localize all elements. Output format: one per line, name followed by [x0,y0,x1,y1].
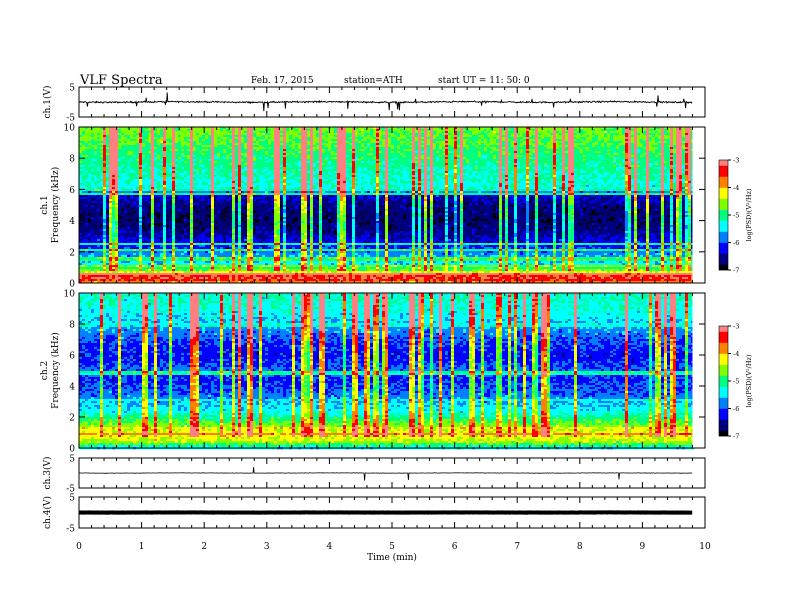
colorbar-tick-label: -6 [733,405,739,413]
colorbar-tick-label: -6 [733,239,739,247]
colorbar-tick-label: -5 [733,212,739,220]
colorbar-tick-label: -7 [733,433,739,441]
y-tick-label: 0 [69,445,75,455]
colorbar-tick-label: -4 [733,184,739,192]
x-tick-label: 7 [514,542,520,552]
ch1-spectrogram-panel: 0 2 4 6 8 10 ch.1 Frequency (kHz) [40,124,705,290]
ch3-waveform-panel: 5-5ch.3(V) [42,455,705,495]
ch2-spectrogram-panel: 0 2 4 6 8 10 ch.2 Frequency (kHz) [40,290,705,455]
y-tick-label: 10 [64,124,76,134]
y-axis-label: ch.3(V) [42,457,53,490]
y-tick-label: 8 [69,321,75,331]
ch4-waveform-panel: 5 -5 ch.4(V) [42,494,705,535]
colorbar-tick-label: -7 [733,267,739,275]
x-tick-label: 1 [139,542,145,552]
x-tick-label: 5 [389,542,395,552]
x-tick-label: 2 [201,542,207,552]
colorbar-tick-label: -5 [733,378,739,386]
colorbar-label: log(PSD)(V²/Hz) [745,354,753,407]
x-tick-label: 3 [264,542,270,552]
ch1-colorbar: -3 -4 -5 -6 -7 log(PSD)(V²/Hz) [719,157,753,275]
y-axis-label: ch.1 [40,195,50,214]
colorbar-label: log(PSD)(V²/Hz) [745,188,753,241]
y-tick-label: 2 [69,248,75,258]
ch3-waveform-trace [79,467,692,481]
colorbar-tick-label: -3 [733,323,739,331]
y-tick-label: -5 [66,114,75,124]
y-tick-label: 5 [69,84,75,94]
x-tick-label: 4 [327,542,333,552]
x-tick-label: 8 [577,542,583,552]
ch2-colorbar: -3 -4 -5 -6 -7 log(PSD)(V²/Hz) [719,323,753,441]
y-tick-label: -5 [66,525,75,535]
ch1-waveform-panel: 5 -5 ch.1(V) [42,84,705,124]
x-tick-label: 10 [699,542,711,552]
colorbar-tick-label: -3 [733,157,739,165]
x-tick-label: 0 [76,542,82,552]
y-tick-label: 8 [69,155,75,165]
no-data-region [692,127,705,283]
colorbar-tick-label: -4 [733,350,739,358]
y-tick-label: 5 [69,494,75,504]
y-tick-label: 5 [69,455,75,465]
y-axis-label: ch.1(V) [42,86,53,119]
y-tick-label: 10 [64,290,76,300]
no-data-region [692,293,705,448]
y-axis-label: Frequency (kHz) [50,332,61,409]
x-tick-label: 9 [640,542,646,552]
y-axis-label: ch.2 [40,361,50,380]
y-axis-label: Frequency (kHz) [50,167,61,244]
x-axis-label: Time (min) [367,552,417,563]
y-tick-label: 6 [69,186,75,196]
x-tick-label: 6 [452,542,458,552]
y-tick-label: 4 [69,383,75,393]
ch1-spectrogram-cells [79,127,694,283]
time-axis: 0 1 2 3 4 5 6 7 8 9 10 Time (min) [76,542,711,563]
y-tick-label: 0 [69,280,75,290]
y-tick-label: 6 [69,352,75,362]
y-axis-label: ch.4(V) [42,496,53,529]
ch2-spectrogram-cells [79,293,694,449]
y-tick-label: 2 [69,414,75,424]
ch1-waveform-trace [79,93,692,112]
y-tick-label: 4 [69,217,75,227]
